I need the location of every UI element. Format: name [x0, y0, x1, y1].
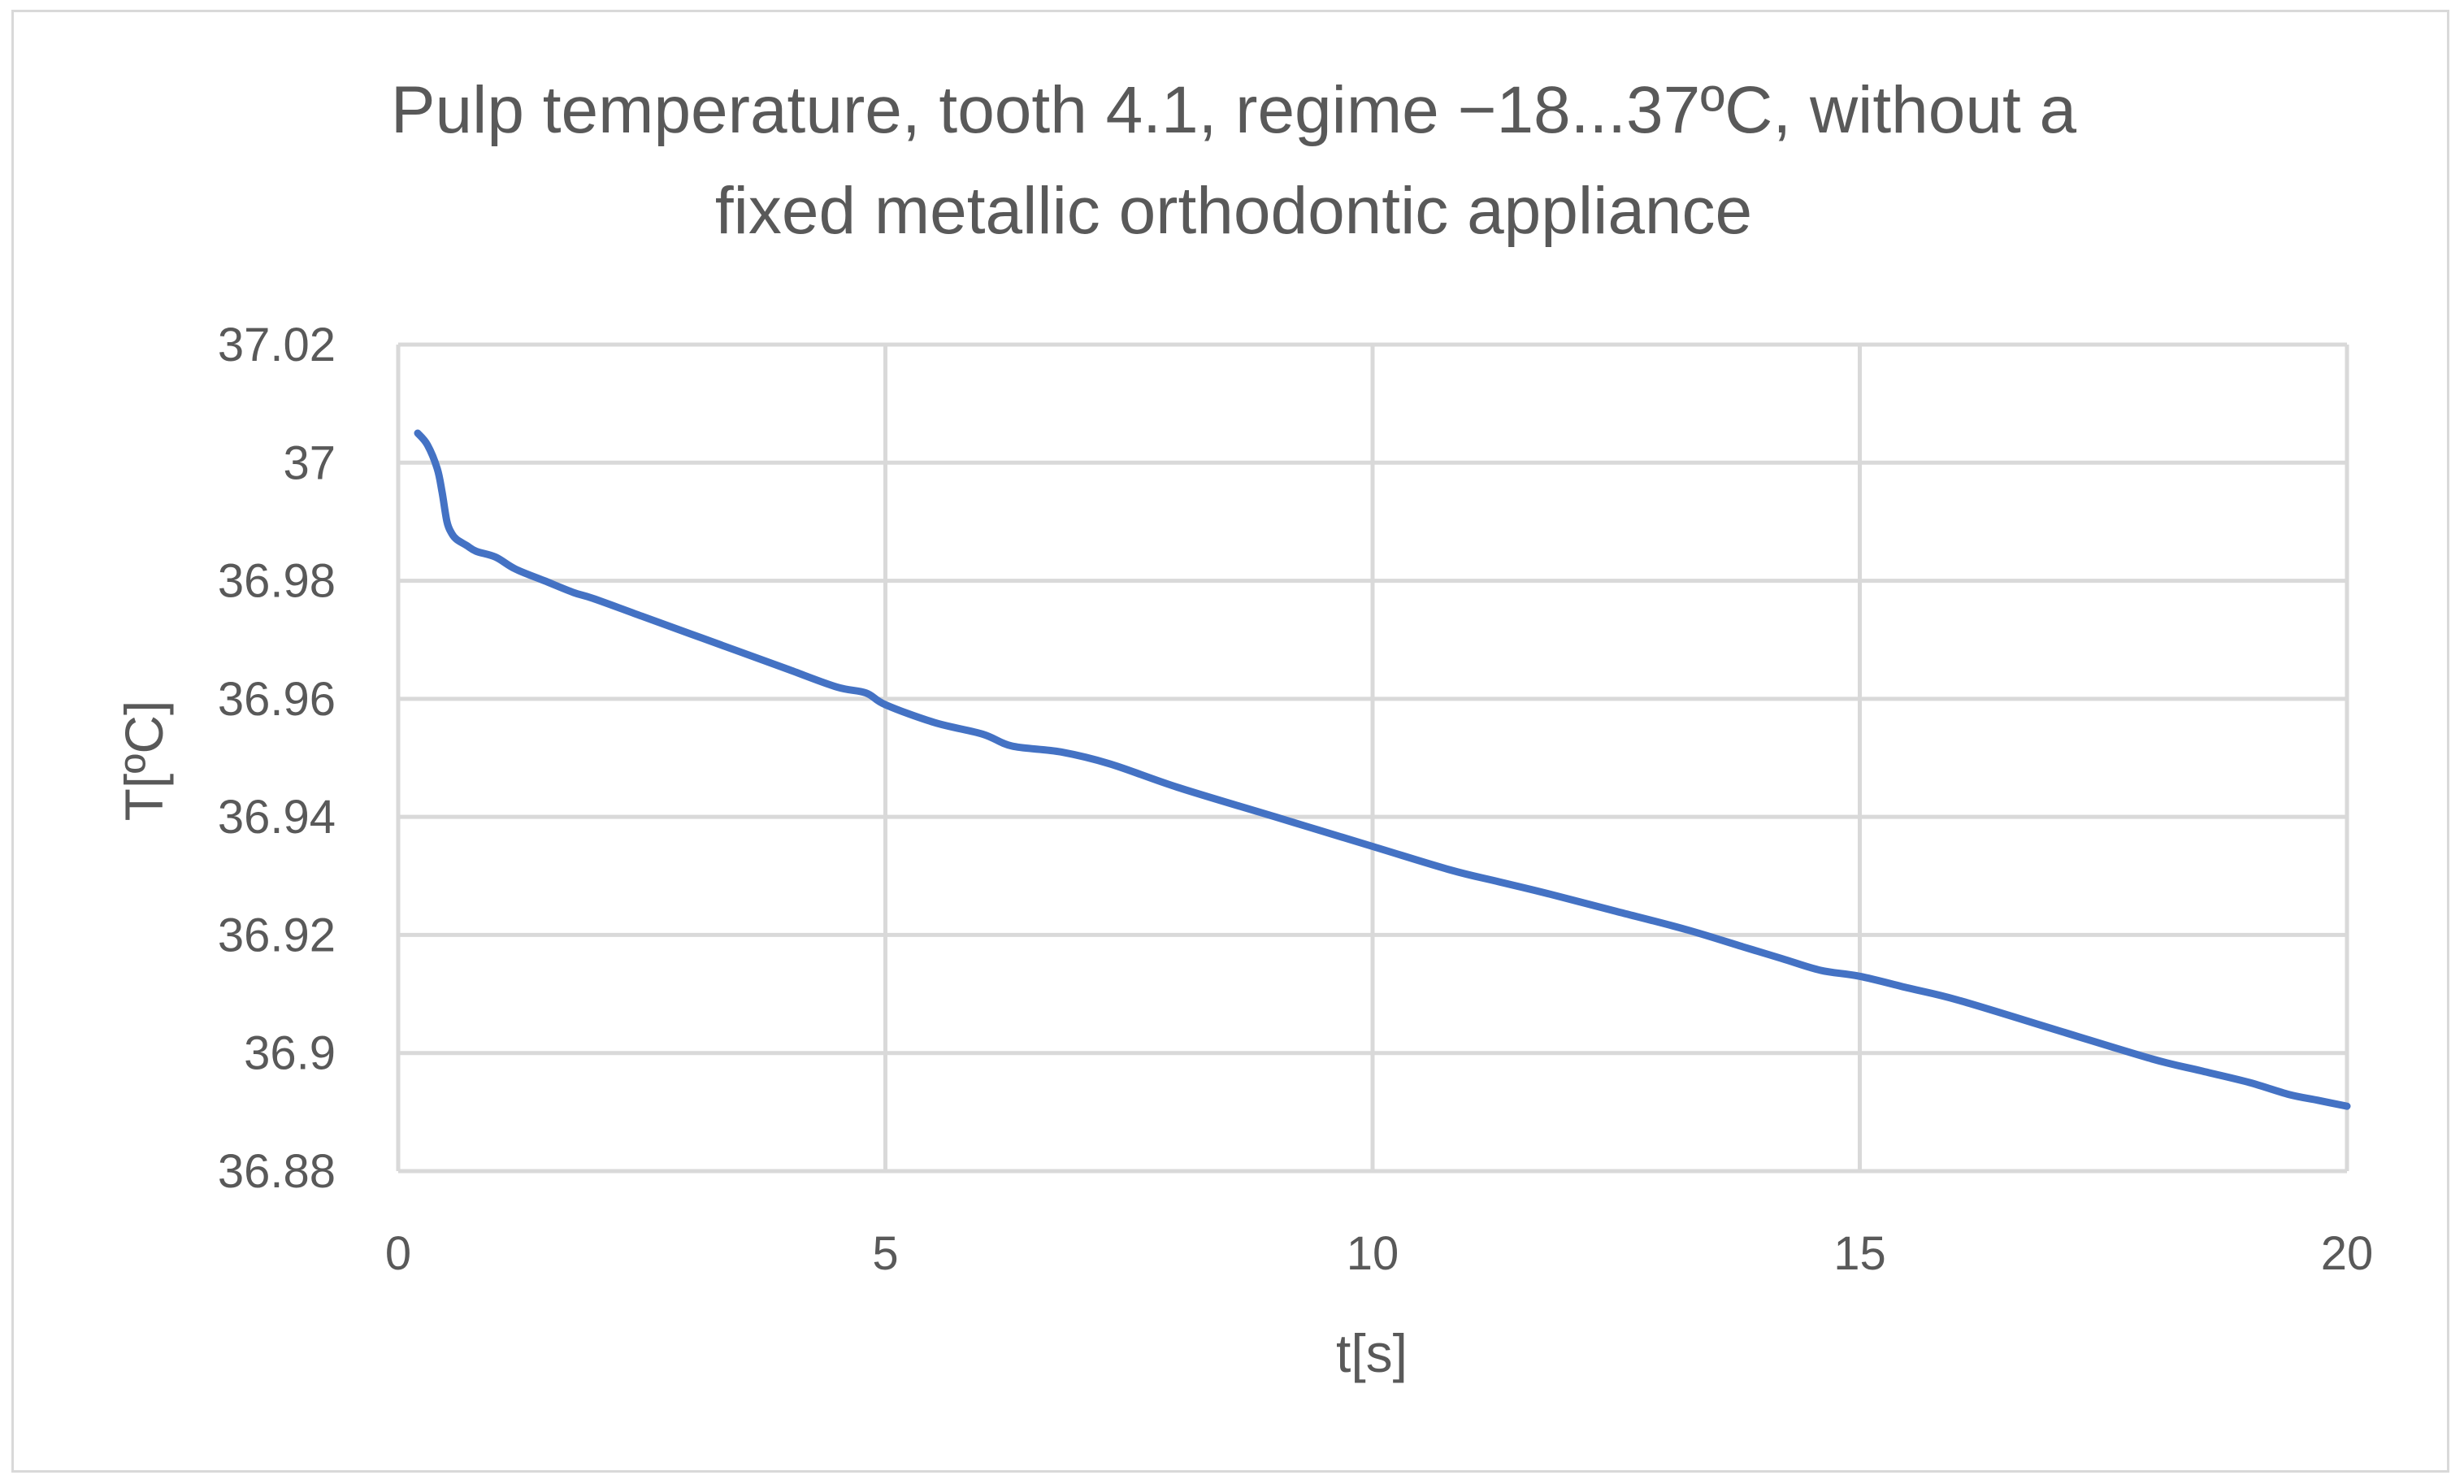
- y-axis-label: T[ºC]: [114, 701, 174, 822]
- y-tick-label: 36.88: [218, 1145, 336, 1198]
- x-tick-label: 5: [872, 1227, 898, 1280]
- x-tick-label: 0: [385, 1227, 411, 1280]
- chart-title-line2: fixed metallic orthodontic appliance: [715, 174, 1752, 248]
- x-tick-label: 10: [1347, 1227, 1399, 1280]
- series-line-0: [414, 429, 2351, 1110]
- x-tick-label: 20: [2321, 1227, 2374, 1280]
- y-tick-label: 37: [283, 436, 336, 489]
- y-tick-label: 36.92: [218, 909, 336, 961]
- series-layer: [414, 429, 2351, 1110]
- y-tick-label: 36.98: [218, 555, 336, 608]
- grid: [396, 342, 2349, 1174]
- chart-title-line1: Pulp temperature, tooth 4.1, regime −18.…: [391, 73, 2077, 147]
- tick-labels: 36.88 36.9 36.92 36.94 36.96 36.98 37 37.02 0 5 10…: [218, 319, 2373, 1280]
- y-tick-label: 36.94: [218, 791, 336, 844]
- x-axis-label: t[s]: [1336, 1323, 1408, 1383]
- y-tick-label: 36.96: [218, 673, 336, 726]
- y-tick-label: 37.02: [218, 319, 336, 371]
- x-tick-label: 15: [1833, 1227, 1886, 1280]
- y-tick-label: 36.9: [244, 1027, 336, 1080]
- chart-frame: [11, 10, 2449, 1473]
